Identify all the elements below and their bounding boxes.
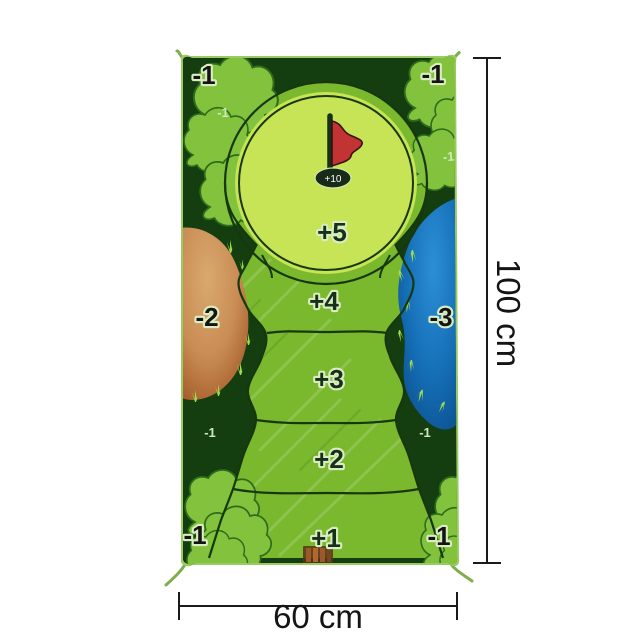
svg-text:+10: +10 — [325, 174, 342, 185]
svg-text:-2: -2 — [195, 302, 218, 332]
svg-text:-1: -1 — [427, 521, 450, 551]
svg-text:+2: +2 — [314, 444, 344, 474]
svg-text:+5: +5 — [317, 217, 347, 247]
svg-text:-1: -1 — [192, 60, 215, 90]
svg-text:-1: -1 — [183, 520, 206, 550]
svg-text:60 cm: 60 cm — [273, 598, 363, 635]
svg-text:+3: +3 — [314, 364, 344, 394]
svg-text:+4: +4 — [309, 286, 339, 316]
svg-text:+1: +1 — [311, 523, 341, 553]
svg-text:-1: -1 — [421, 59, 444, 89]
svg-text:100 cm: 100 cm — [490, 259, 527, 367]
svg-text:-1: -1 — [419, 425, 431, 440]
svg-text:-3: -3 — [429, 302, 452, 332]
svg-text:-1: -1 — [204, 425, 216, 440]
svg-text:-1: -1 — [442, 149, 455, 165]
svg-text:-1: -1 — [217, 105, 229, 120]
